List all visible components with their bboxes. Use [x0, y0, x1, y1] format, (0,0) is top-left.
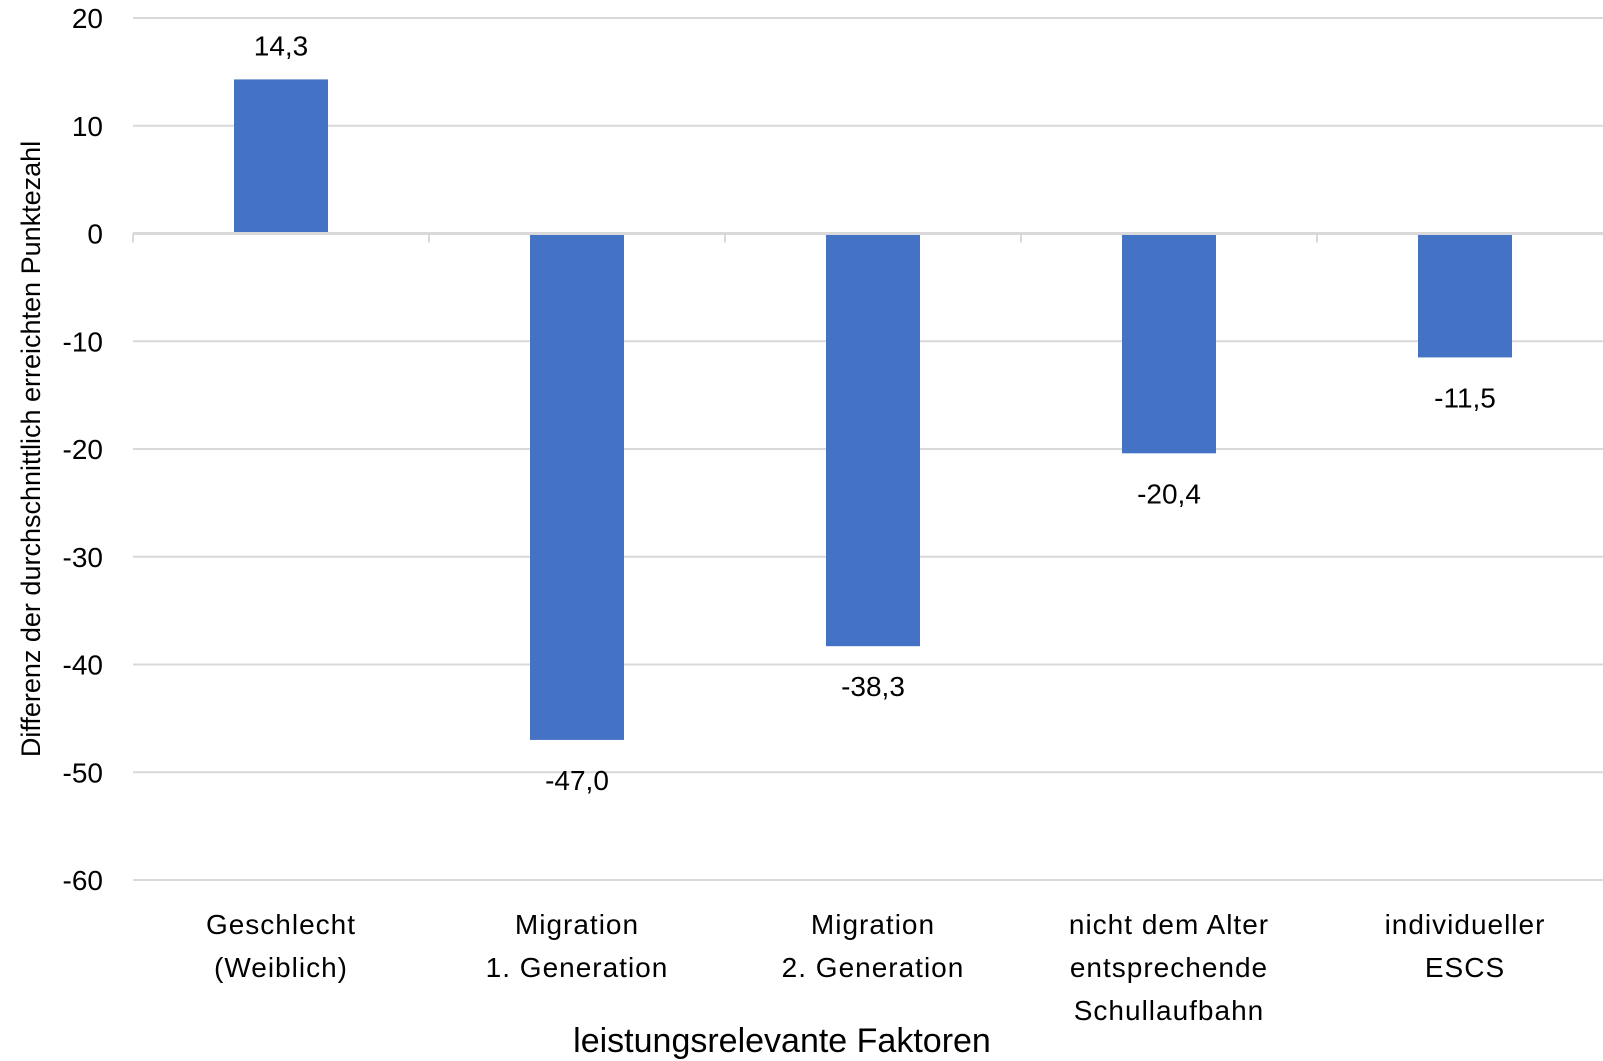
x-tick-label: Migration: [515, 909, 639, 940]
y-tick-label: -60: [63, 865, 103, 896]
bars: [234, 79, 1512, 740]
data-label: 14,3: [254, 30, 309, 61]
bar: [1122, 233, 1216, 454]
data-label: -11,5: [1434, 382, 1496, 413]
data-label: -38,3: [841, 671, 905, 702]
y-tick-label: -20: [63, 434, 103, 465]
x-tick-label: (Weiblich): [214, 952, 348, 983]
x-tick-label: Migration: [811, 909, 935, 940]
x-tick-label: entsprechende: [1070, 952, 1268, 983]
x-tick-label: 2. Generation: [782, 952, 965, 983]
y-tick-label: -40: [63, 650, 103, 681]
y-tick-label: 0: [87, 219, 103, 250]
x-tick-label: nicht dem Alter: [1069, 909, 1269, 940]
y-axis-title: Differenz der durchschnittlich erreichte…: [16, 141, 46, 757]
x-axis-title: leistungsrelevante Faktoren: [573, 1022, 991, 1060]
x-tick-label: Geschlecht: [206, 909, 356, 940]
y-tick-label: -50: [63, 757, 103, 788]
y-axis-ticks: 20 10 0 -10 -20 -30 -40 -50 -60: [63, 3, 103, 896]
y-tick-label: -30: [63, 542, 103, 573]
bar: [826, 233, 920, 647]
x-tick-label: individueller: [1385, 909, 1546, 940]
data-labels: 14,3 -47,0 -38,3 -20,4 -11,5: [254, 30, 1496, 796]
bar: [234, 79, 328, 234]
data-label: -20,4: [1137, 478, 1201, 509]
y-tick-label: 20: [72, 3, 103, 34]
data-label: -47,0: [545, 765, 609, 796]
x-tick-label: 1. Generation: [486, 952, 669, 983]
category-labels: Geschlecht (Weiblich) Migration 1. Generati…: [206, 909, 1546, 1026]
y-tick-label: 10: [72, 111, 103, 142]
x-tick-label: Schullaufbahn: [1074, 995, 1264, 1026]
y-tick-label: -10: [63, 326, 103, 357]
x-tick-label: ESCS: [1425, 952, 1505, 983]
x-axis: [132, 232, 1603, 243]
bar: [1418, 233, 1512, 358]
bar: [530, 233, 624, 740]
